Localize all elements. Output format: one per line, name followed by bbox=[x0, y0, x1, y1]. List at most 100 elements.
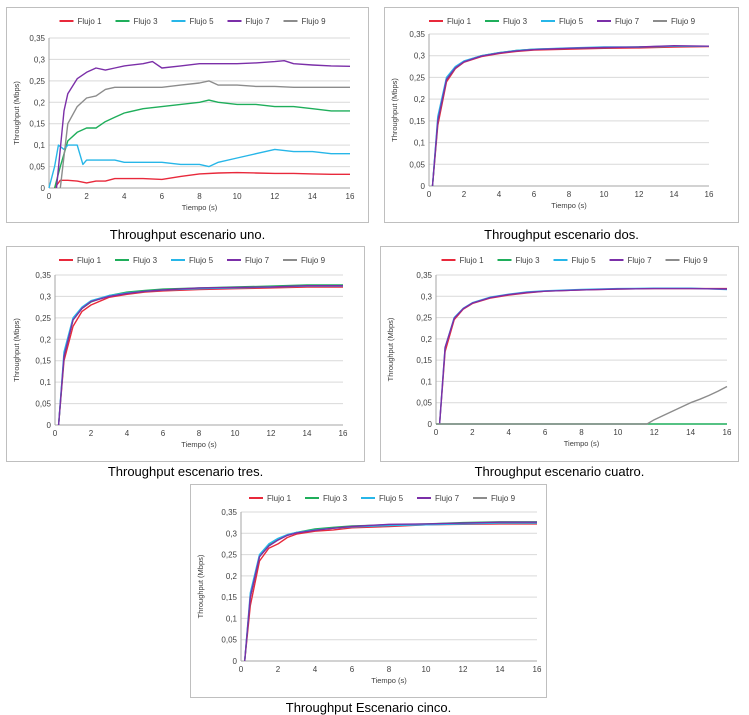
series-line-flujo-1 bbox=[431, 45, 710, 187]
y-tick-label: 0,05 bbox=[29, 163, 45, 172]
y-tick-label: 0,35 bbox=[416, 271, 432, 280]
x-tick-label: 16 bbox=[723, 428, 732, 437]
x-tick-label: 10 bbox=[233, 192, 242, 201]
series-line-flujo-7 bbox=[55, 60, 351, 189]
x-axis-label: Tiempo (s) bbox=[181, 440, 217, 449]
y-tick-label: 0,15 bbox=[29, 120, 45, 129]
chart-panel-5: 0 0,05 0,1 0,15 0,2 0,25 0,3 0,35 0 2 4 6 8 10 12 14 16 T… bbox=[190, 484, 547, 698]
y-tick-label: 0,25 bbox=[416, 314, 432, 323]
x-tick-label: 2 bbox=[84, 192, 89, 201]
y-tick-label: 0 bbox=[428, 420, 433, 429]
y-axis-label: Throughput (Mbps) bbox=[386, 317, 395, 381]
legend-entry: Flujo 9 bbox=[302, 17, 327, 26]
x-tick-label: 12 bbox=[650, 428, 659, 437]
x-tick-label: 10 bbox=[613, 428, 622, 437]
chart-2: 0 0,05 0,1 0,15 0,2 0,25 0,3 0,35 0 2 4 6 8 10 12 14 16 T… bbox=[390, 17, 714, 210]
legend-entry: Flujo 1 bbox=[447, 17, 472, 26]
y-tick-label: 0 bbox=[233, 657, 238, 666]
x-axis-label: Tiempo (s) bbox=[182, 203, 218, 212]
series-line-flujo-9 bbox=[436, 385, 728, 425]
y-tick-label: 0,35 bbox=[29, 34, 45, 43]
series-line-flujo-7 bbox=[431, 45, 710, 187]
legend-entry: Flujo 7 bbox=[245, 256, 270, 265]
series-line-flujo-5 bbox=[244, 522, 537, 662]
legend-entry: Flujo 7 bbox=[628, 256, 653, 265]
x-tick-label: 2 bbox=[462, 190, 467, 199]
x-tick-label: 10 bbox=[600, 190, 609, 199]
legend-entry: Flujo 5 bbox=[572, 256, 597, 265]
series-line-flujo-9 bbox=[59, 80, 350, 189]
x-tick-label: 12 bbox=[270, 192, 279, 201]
series-line-flujo-7 bbox=[244, 521, 537, 662]
legend-entry: Flujo 5 bbox=[189, 256, 214, 265]
series-line-flujo-1 bbox=[54, 171, 350, 189]
x-tick-label: 0 bbox=[434, 428, 439, 437]
x-tick-label: 8 bbox=[579, 428, 584, 437]
y-tick-label: 0,2 bbox=[34, 98, 46, 107]
legend-entry: Flujo 3 bbox=[503, 17, 528, 26]
x-axis-label: Tiempo (s) bbox=[551, 201, 587, 210]
x-tick-label: 12 bbox=[635, 190, 644, 199]
x-tick-label: 0 bbox=[47, 192, 52, 201]
x-tick-label: 16 bbox=[705, 190, 714, 199]
y-tick-label: 0,25 bbox=[409, 73, 425, 82]
legend-entry: Flujo 1 bbox=[78, 17, 103, 26]
legend-entry: Flujo 3 bbox=[516, 256, 541, 265]
chart-panel-4: 0 0,05 0,1 0,15 0,2 0,25 0,3 0,35 0 2 4 6 8 10 12 14 16 T… bbox=[380, 246, 739, 462]
chart-3: 0 0,05 0,1 0,15 0,2 0,25 0,3 0,35 0 2 4 6 8 10 12 14 16 T… bbox=[12, 256, 348, 449]
legend-entry: Flujo 1 bbox=[460, 256, 485, 265]
x-tick-label: 6 bbox=[350, 665, 355, 674]
x-tick-label: 8 bbox=[197, 192, 202, 201]
x-tick-label: 4 bbox=[313, 665, 318, 674]
x-tick-label: 16 bbox=[339, 429, 348, 438]
x-tick-label: 10 bbox=[231, 429, 240, 438]
y-tick-label: 0,25 bbox=[35, 314, 51, 323]
x-tick-label: 10 bbox=[422, 665, 431, 674]
series-line-flujo-5 bbox=[57, 285, 343, 426]
x-tick-label: 0 bbox=[427, 190, 432, 199]
y-tick-label: 0,25 bbox=[29, 77, 45, 86]
y-tick-label: 0,35 bbox=[221, 508, 237, 517]
legend-entry: Flujo 9 bbox=[301, 256, 326, 265]
y-tick-label: 0,2 bbox=[226, 572, 238, 581]
series-line-flujo-5 bbox=[48, 144, 350, 189]
legend-entry: Flujo 9 bbox=[684, 256, 709, 265]
x-tick-label: 4 bbox=[122, 192, 127, 201]
y-tick-label: 0,05 bbox=[221, 636, 237, 645]
series-line-flujo-1 bbox=[244, 523, 537, 662]
y-tick-label: 0 bbox=[47, 421, 52, 430]
x-tick-label: 8 bbox=[567, 190, 572, 199]
y-tick-label: 0,1 bbox=[421, 377, 433, 386]
y-tick-label: 0,15 bbox=[221, 593, 237, 602]
chart-5: 0 0,05 0,1 0,15 0,2 0,25 0,3 0,35 0 2 4 6 8 10 12 14 16 T… bbox=[196, 494, 542, 685]
y-axis-label: Throughput (Mbps) bbox=[196, 554, 205, 618]
x-tick-label: 6 bbox=[532, 190, 537, 199]
y-tick-label: 0,3 bbox=[34, 55, 46, 64]
y-tick-label: 0,15 bbox=[35, 357, 51, 366]
x-tick-label: 8 bbox=[197, 429, 202, 438]
y-tick-label: 0,1 bbox=[34, 141, 46, 150]
y-tick-label: 0,25 bbox=[221, 551, 237, 560]
series-line-flujo-1 bbox=[57, 286, 343, 426]
x-tick-label: 14 bbox=[496, 665, 505, 674]
x-tick-label: 12 bbox=[459, 665, 468, 674]
series-line-flujo-5 bbox=[431, 45, 709, 187]
x-tick-label: 6 bbox=[161, 429, 166, 438]
legend-entry: Flujo 9 bbox=[671, 17, 696, 26]
y-tick-label: 0,15 bbox=[416, 356, 432, 365]
y-axis-label: Throughput (Mbps) bbox=[390, 78, 399, 142]
y-tick-label: 0,3 bbox=[40, 292, 52, 301]
y-tick-label: 0,05 bbox=[35, 400, 51, 409]
x-tick-label: 6 bbox=[160, 192, 165, 201]
x-tick-label: 12 bbox=[267, 429, 276, 438]
legend-entry: Flujo 5 bbox=[559, 17, 584, 26]
x-tick-label: 6 bbox=[543, 428, 548, 437]
y-tick-label: 0,1 bbox=[414, 139, 426, 148]
x-tick-label: 8 bbox=[387, 665, 392, 674]
x-tick-label: 0 bbox=[53, 429, 58, 438]
x-tick-label: 4 bbox=[507, 428, 512, 437]
legend-entry: Flujo 7 bbox=[615, 17, 640, 26]
chart-4-caption: Throughput escenario cuatro. bbox=[474, 464, 645, 479]
x-axis-label: Tiempo (s) bbox=[371, 676, 407, 685]
chart-5-caption: Throughput Escenario cinco. bbox=[285, 700, 452, 715]
